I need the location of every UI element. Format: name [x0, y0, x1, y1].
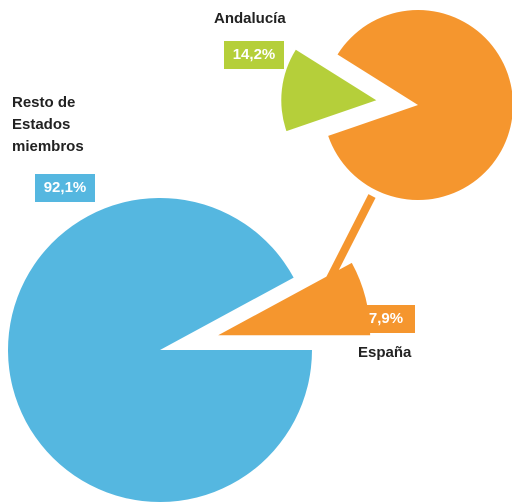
value-label: 7,9%: [357, 305, 415, 333]
pie-slice: [328, 9, 512, 200]
value-label: 92,1%: [35, 174, 95, 202]
pie-slice: [281, 49, 377, 132]
category-label: Resto de Estados miembros: [12, 94, 84, 155]
pie-slice: [218, 262, 371, 336]
category-label: España: [358, 344, 412, 361]
category-label: Andalucía: [214, 10, 286, 27]
pie-slice: [8, 198, 312, 502]
value-label: 14,2%: [224, 41, 284, 69]
